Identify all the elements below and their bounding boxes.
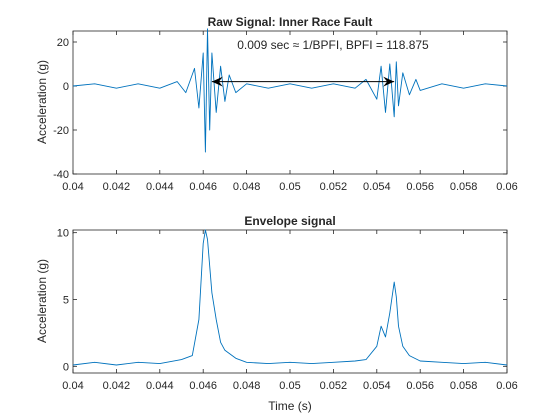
raw-signal-marks: 0.04 0.042 0.044 0.046 0.048 0.05 0.052 0.054 0.… [53,28,518,193]
raw-signal-title: Raw Signal: Inner Race Fault [208,15,373,29]
envelope-y-tick-label: 5 [63,294,69,306]
raw-signal-y-tick-label: -20 [53,125,69,137]
envelope-y-tick-label: 10 [57,228,69,240]
raw-signal-y-axis-label: Acceleration (g) [35,60,49,144]
envelope-x-axis-label: Time (s) [268,399,312,413]
annotation-arrowhead-left [211,76,223,87]
envelope-x-tick-label: 0.054 [363,380,391,392]
envelope-x-tick-label: 0.05 [279,380,300,392]
raw-signal-x-tick-label: 0.044 [146,181,174,193]
envelope-x-tick-label: 0.046 [189,380,217,392]
raw-signal-plot-area [72,30,508,175]
raw-signal-x-tick-label: 0.052 [320,181,348,193]
envelope-x-tick-label: 0.042 [103,380,131,392]
envelope-plot-area [72,229,508,374]
annotation-arrowhead-right [383,76,395,87]
raw-signal-annotation: 0.009 sec ≈ 1/BPFI, BPFI = 118.875 [237,38,429,52]
envelope-x-tick-label: 0.058 [450,380,478,392]
envelope-y-tick-label: 0 [63,361,69,373]
raw-signal-x-tick-label: 0.04 [62,181,83,193]
envelope-series-line [72,229,508,366]
raw-signal-x-tick-label: 0.06 [496,181,517,193]
raw-signal-x-tick-label: 0.058 [450,181,478,193]
raw-signal-x-tick-label: 0.048 [233,181,261,193]
raw-signal-y-tick-label: 0 [63,81,69,93]
raw-signal-axes: 0.04 0.042 0.044 0.046 0.048 0.05 0.052 0.054 0.… [35,15,518,193]
envelope-x-tick-label: 0.048 [233,380,261,392]
envelope-y-axis-label: Acceleration (g) [35,259,49,343]
raw-signal-x-tick-label: 0.056 [406,181,434,193]
envelope-signal-axes: 0.04 0.042 0.044 0.046 0.048 0.05 0.052 0.054 0.… [35,214,518,413]
raw-signal-y-tick-label: 20 [57,37,69,49]
raw-signal-series-line [72,28,508,153]
envelope-x-tick-label: 0.06 [496,380,517,392]
raw-signal-x-tick-label: 0.042 [103,181,131,193]
envelope-title: Envelope signal [244,214,335,228]
envelope-x-tick-label: 0.056 [406,380,434,392]
raw-signal-x-tick-label: 0.054 [363,181,391,193]
raw-signal-x-tick-label: 0.05 [279,181,300,193]
envelope-marks: 0.04 0.042 0.044 0.046 0.048 0.05 0.052 0.054 0.… [57,228,518,392]
envelope-x-tick-label: 0.052 [320,380,348,392]
envelope-x-tick-label: 0.044 [146,380,174,392]
envelope-x-tick-label: 0.04 [62,380,83,392]
raw-signal-x-tick-label: 0.046 [189,181,217,193]
raw-signal-y-tick-label: -40 [53,169,69,181]
